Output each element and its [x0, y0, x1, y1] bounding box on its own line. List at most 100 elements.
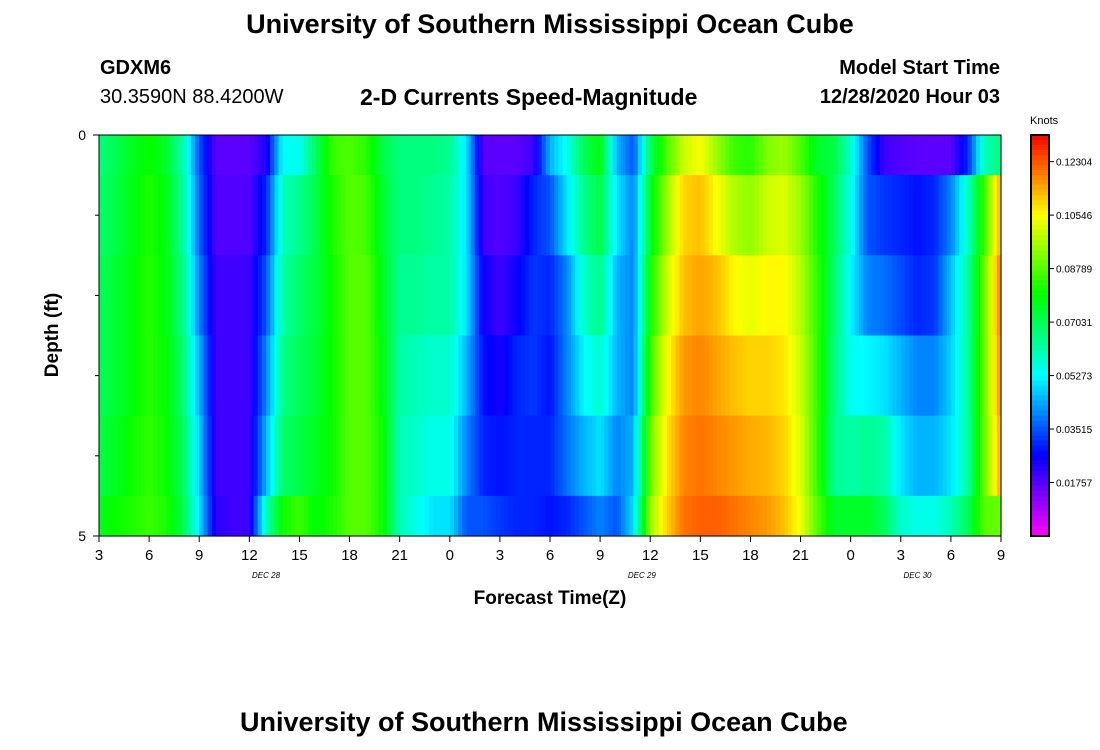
heatmap-cell [762, 255, 768, 337]
heatmap-cell [579, 175, 585, 256]
heatmap-cell [349, 335, 355, 417]
heatmap-cell [875, 135, 881, 176]
heatmap-cell [712, 135, 718, 176]
colorbar-swatch [1031, 425, 1049, 432]
heatmap-cell [240, 255, 246, 337]
heatmap-cell [107, 135, 113, 176]
heatmap-cell [892, 135, 898, 176]
heatmap-cell [119, 255, 125, 337]
heatmap-cell [324, 135, 330, 176]
heatmap-cell [683, 135, 689, 176]
heatmap-cell [746, 495, 752, 537]
heatmap-cell [637, 415, 643, 497]
heatmap-cell [884, 255, 889, 337]
heatmap-cell [508, 415, 514, 497]
heatmap-cell [228, 495, 234, 537]
heatmap-cell [165, 495, 171, 537]
heatmap-cell [495, 495, 501, 537]
heatmap-cell [959, 175, 965, 256]
heatmap-cell [687, 415, 693, 497]
heatmap-cell [779, 495, 785, 537]
heatmap-cell [324, 175, 330, 256]
heatmap-cell [888, 135, 894, 176]
heatmap-cell [508, 255, 514, 337]
heatmap-cell [211, 335, 217, 417]
heatmap-cell [533, 255, 539, 337]
heatmap-cell [462, 255, 468, 337]
heatmap-cell [950, 255, 956, 337]
heatmap-cell [278, 415, 284, 497]
colorbar-swatch [1031, 455, 1049, 462]
colorbar-swatch [1031, 405, 1049, 412]
heatmap-cell [441, 135, 447, 176]
heatmap-cell [516, 255, 522, 337]
heatmap-cell [395, 135, 401, 176]
heatmap-cell [228, 415, 234, 497]
heatmap-cell [554, 255, 559, 337]
colorbar-swatch [1031, 245, 1049, 251]
heatmap-cell [119, 135, 125, 176]
heatmap-cell [733, 495, 739, 537]
heatmap-cell [575, 255, 580, 337]
heatmap-cell [562, 135, 568, 176]
heatmap-cell [992, 255, 998, 337]
colorbar-tick-label: 0.05273 [1056, 372, 1093, 383]
colorbar-swatch [1031, 230, 1049, 236]
heatmap-cell [813, 495, 818, 537]
heatmap-cell [871, 335, 877, 417]
heatmap-cell [658, 255, 664, 337]
heatmap-cell [942, 255, 948, 337]
heatmap-cell [512, 495, 518, 537]
heatmap-cell [842, 255, 848, 337]
heatmap-cell [232, 335, 238, 417]
heatmap-cell [424, 255, 430, 337]
heatmap-cell [119, 495, 125, 537]
heatmap-cell [758, 415, 764, 497]
heatmap-cell [900, 495, 906, 537]
heatmap-cell [633, 415, 639, 497]
heatmap-cell [274, 415, 280, 497]
heatmap-cell [99, 255, 104, 337]
colorbar-swatch [1031, 195, 1049, 201]
heatmap-cell [378, 495, 384, 537]
heatmap-cell [353, 255, 359, 337]
heatmap-cell [683, 415, 689, 497]
heatmap-cell [817, 135, 823, 176]
heatmap-cells [99, 135, 1002, 537]
heatmap-cell [345, 495, 351, 537]
heatmap-cell [980, 415, 985, 497]
heatmap-cell [934, 415, 939, 497]
heatmap-cell [307, 255, 313, 337]
heatmap-cell [99, 135, 104, 176]
heatmap-cell [608, 495, 614, 537]
heatmap-cell [550, 135, 555, 176]
heatmap-cell [541, 255, 547, 337]
heatmap-cell [291, 495, 296, 537]
colorbar: 0.12304 0.10546 0.08789 0.07031 0.05273 0.035… [1030, 134, 1093, 537]
heatmap-cell [412, 335, 417, 417]
heatmap-cell [921, 255, 927, 337]
colorbar-swatch [1031, 240, 1049, 246]
heatmap-cell [124, 415, 129, 497]
heatmap-cell [282, 175, 288, 256]
x-tick-label: 3 [897, 547, 905, 564]
heatmap-cell [575, 135, 580, 176]
heatmap-cell [524, 335, 530, 417]
heatmap-cell [341, 175, 346, 256]
heatmap-cell [512, 135, 518, 176]
heatmap-cell [900, 415, 906, 497]
heatmap-cell [808, 255, 814, 337]
heatmap-cell [980, 495, 985, 537]
heatmap-cell [804, 495, 810, 537]
heatmap-cell [458, 415, 463, 497]
heatmap-cell [215, 415, 221, 497]
heatmap-cell [149, 175, 154, 256]
heatmap-cell [904, 175, 910, 256]
heatmap-cell [771, 135, 777, 176]
colorbar-swatch [1031, 290, 1049, 296]
heatmap-cell [971, 335, 977, 417]
heatmap-cell [403, 175, 409, 256]
heatmap-cell [99, 415, 104, 497]
heatmap-cell [717, 255, 722, 337]
heatmap-cell [399, 255, 405, 337]
